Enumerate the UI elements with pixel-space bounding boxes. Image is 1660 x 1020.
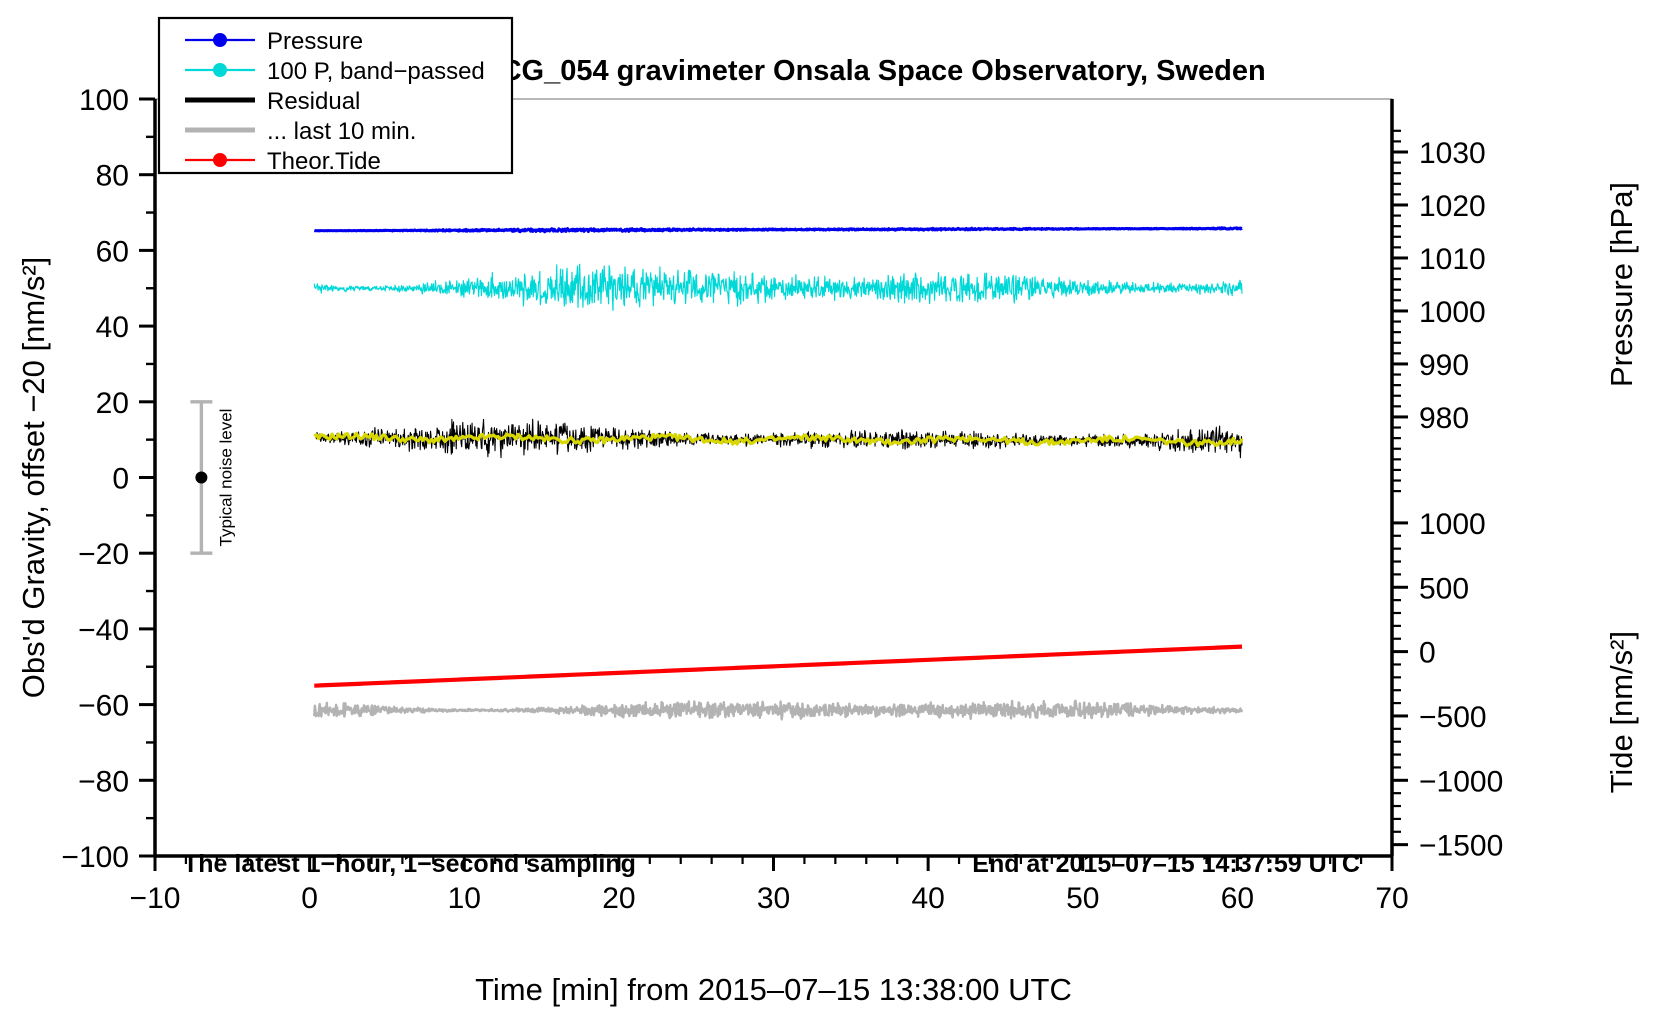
chart-title: SCG_054 gravimeter Onsala Space Observat… bbox=[481, 55, 1265, 87]
pressure-tick-label-2: 1010 bbox=[1419, 243, 1486, 276]
left-tick-label-2: 60 bbox=[96, 235, 129, 268]
series-line-tide bbox=[314, 644, 1243, 688]
left-tick-label-7: −40 bbox=[78, 614, 129, 647]
y-axis-title: Obs'd Gravity, offset −20 [nm/s²] bbox=[16, 257, 51, 699]
x-tick-label-0: −10 bbox=[130, 882, 181, 915]
x-tick-label-3: 20 bbox=[602, 882, 635, 915]
noise-bar-point bbox=[195, 471, 208, 484]
left-tick-label-10: −100 bbox=[61, 841, 129, 874]
x-tick-label-8: 70 bbox=[1375, 882, 1408, 915]
series-line-smoothed-residual bbox=[313, 431, 1244, 448]
tide-tick-label-4: −1000 bbox=[1419, 765, 1503, 798]
left-tick-label-3: 40 bbox=[96, 311, 129, 344]
left-tick-label-5: 0 bbox=[112, 463, 129, 496]
x-tick-label-1: 0 bbox=[301, 882, 318, 915]
tide-tick-label-5: −1500 bbox=[1419, 830, 1503, 863]
series-line-last10 bbox=[313, 699, 1244, 721]
x-axis-title: Time [min] from 2015–07–15 13:38:00 UTC bbox=[475, 972, 1072, 1007]
x-tick-label-6: 50 bbox=[1066, 882, 1099, 915]
legend-label-4: Theor.Tide bbox=[267, 148, 381, 175]
legend-label-1: 100 P, band−passed bbox=[267, 58, 485, 85]
pressure-tick-label-5: 980 bbox=[1419, 402, 1469, 435]
x-tick-label-5: 40 bbox=[911, 882, 944, 915]
pressure-tick-label-3: 1000 bbox=[1419, 296, 1486, 329]
legend-label-2: Residual bbox=[267, 88, 360, 115]
pressure-tick-label-0: 1030 bbox=[1419, 137, 1486, 170]
plot-frame bbox=[154, 98, 1393, 857]
noise-level-label: Typical noise level bbox=[216, 409, 235, 547]
left-tick-label-8: −60 bbox=[78, 690, 129, 723]
tide-tick-label-0: 1000 bbox=[1419, 508, 1486, 541]
legend-label-0: Pressure bbox=[267, 28, 363, 55]
left-tick-label-1: 80 bbox=[96, 160, 129, 193]
tide-tick-label-2: 0 bbox=[1419, 637, 1436, 670]
pressure-tick-label-4: 990 bbox=[1419, 349, 1469, 382]
legend-marker-4 bbox=[213, 153, 227, 167]
pressure-tick-label-1: 1020 bbox=[1419, 190, 1486, 223]
x-tick-label-2: 10 bbox=[448, 882, 481, 915]
left-tick-label-4: 20 bbox=[96, 387, 129, 420]
x-tick-label-4: 30 bbox=[757, 882, 790, 915]
annotation-bottom-right: End at 2015–07–15 14:37:59 UTC bbox=[972, 850, 1360, 878]
legend-marker-0 bbox=[213, 33, 227, 47]
legend-label-3: ... last 10 min. bbox=[267, 118, 416, 145]
legend-marker-1 bbox=[213, 63, 227, 77]
tide-tick-label-3: −500 bbox=[1419, 701, 1487, 734]
series-line-pressure bbox=[313, 226, 1243, 234]
x-tick-label-7: 60 bbox=[1221, 882, 1254, 915]
series-line-bandpassed bbox=[313, 263, 1243, 312]
left-tick-label-0: 100 bbox=[79, 84, 129, 117]
left-tick-label-9: −80 bbox=[78, 765, 129, 798]
annotation-bottom-left: The latest 1−hour, 1−second sampling bbox=[183, 850, 636, 878]
tide-axis-title: Tide [nm/s²] bbox=[1604, 631, 1639, 794]
tide-tick-label-1: 500 bbox=[1419, 572, 1469, 605]
pressure-axis-title: Pressure [hPa] bbox=[1604, 182, 1639, 387]
left-tick-label-6: −20 bbox=[78, 538, 129, 571]
